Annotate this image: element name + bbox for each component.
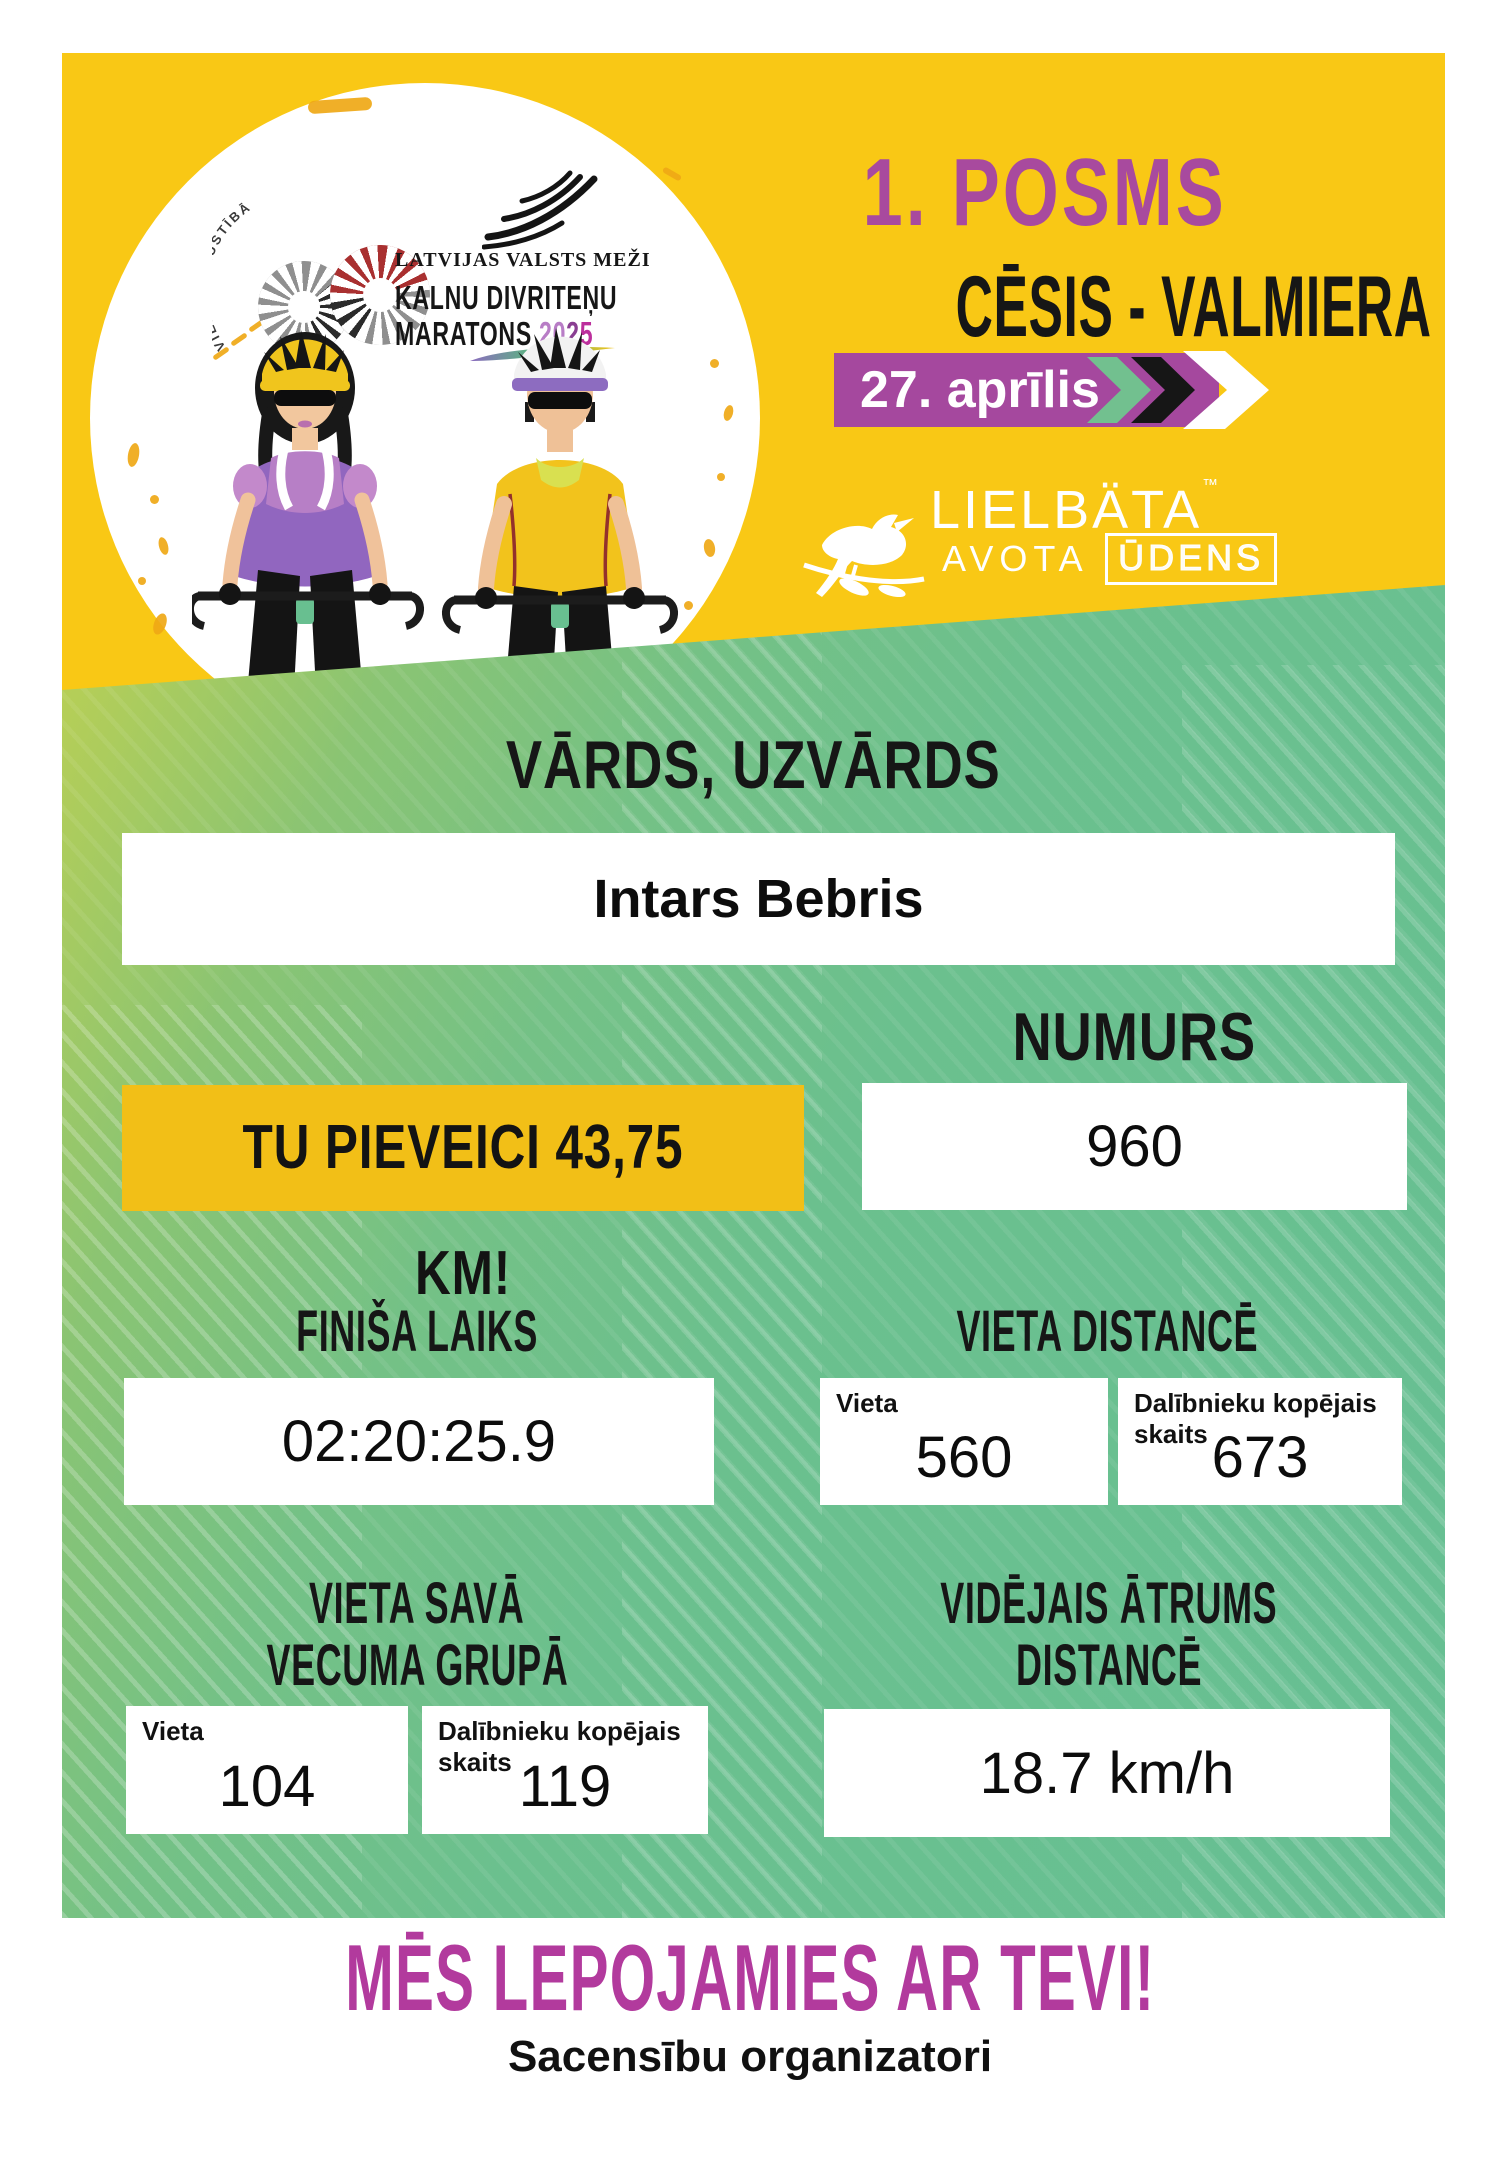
- sponsor-name: LIELBÄTA™: [930, 477, 1219, 540]
- certificate-card: VIENMĒR KUSTĪBĀ LATVIJAS VALSTS MEŽI KAL…: [62, 53, 1445, 1918]
- sponsor-word-udens: ŪDENS: [1105, 533, 1278, 585]
- orange-accent: [150, 495, 159, 504]
- chevron-arrows-icon: [1087, 351, 1269, 429]
- orange-accent: [661, 166, 683, 182]
- finish-time-box: 02:20:25.9: [124, 1378, 714, 1505]
- age-group-heading: VIETA SAVĀ VECUMA GRUPĀ: [266, 1571, 568, 1698]
- orange-accent: [717, 473, 725, 481]
- forest-swoosh-icon: [482, 170, 598, 250]
- place-label: Vieta: [142, 1716, 204, 1746]
- avg-speed-heading: VIDĒJAIS ĀTRUMS DISTANCĒ: [940, 1571, 1278, 1698]
- participants-in-distance: 673: [1211, 1425, 1309, 1490]
- avg-speed: 18.7 km/h: [979, 1740, 1235, 1806]
- route-title: CĒSIS - VALMIERA: [955, 259, 1432, 355]
- trademark-symbol: ™: [1202, 477, 1219, 494]
- number-box: 960: [862, 1083, 1407, 1210]
- name-heading: VĀRDS, UZVĀRDS: [506, 727, 1001, 803]
- place-label: Vieta: [836, 1388, 898, 1418]
- cyclist-female: [192, 330, 424, 728]
- participants-age-group-box: Dalībnieku kopējais skaits 119: [422, 1706, 708, 1834]
- logo-circle: [90, 83, 760, 753]
- participants-distance-box: Dalībnieku kopējais skaits 673: [1118, 1378, 1402, 1505]
- footer-subline: Sacensību organizatori: [507, 2032, 993, 2081]
- avg-speed-box: 18.7 km/h: [824, 1709, 1390, 1837]
- motto-arc-text: VIENMĒR KUSTĪBĀ: [212, 199, 252, 354]
- finish-time-heading: FINIŠA LAIKS: [296, 1299, 538, 1364]
- place-in-age-group: 104: [218, 1754, 316, 1819]
- sponsor-bird-icon: [803, 514, 925, 598]
- logo-org-name: LATVIJAS VALSTS MEŽI: [395, 249, 651, 271]
- pinwheel-icon: [330, 245, 430, 345]
- place-distance-heading: VIETA DISTANCĒ: [956, 1299, 1258, 1364]
- participants-label: Dalībnieku kopējais skaits: [438, 1716, 681, 1777]
- orange-accent: [684, 601, 693, 610]
- number-heading: NUMURS: [1012, 999, 1257, 1075]
- participants-in-age-group: 119: [518, 1754, 612, 1819]
- participant-name: Intars Bebris: [593, 869, 924, 929]
- bib-number: 960: [1086, 1114, 1183, 1179]
- orange-accent: [138, 577, 146, 585]
- stage-title: 1. POSMS: [862, 139, 1227, 246]
- hatch-pattern: [622, 615, 822, 1918]
- footer-headline: MĒS LEPOJAMIES AR TEVI!: [344, 1925, 1156, 2030]
- date-text: 27. aprīlis: [860, 361, 1100, 419]
- sponsor-tagline: AVOTA ŪDENS: [942, 533, 1278, 585]
- sponsor-word-avota: AVOTA: [942, 538, 1089, 579]
- name-box: Intars Bebris: [122, 833, 1395, 965]
- distance-banner: TU PIEVEICI 43,75 KM!: [122, 1085, 804, 1308]
- finish-time: 02:20:25.9: [281, 1409, 557, 1474]
- cyclists-illustration: [192, 328, 678, 728]
- logo-series-line1: KALNU DIVRITEŅU: [395, 279, 618, 316]
- place-distance-box: Vieta 560: [820, 1378, 1108, 1505]
- hatch-pattern: [62, 585, 1445, 1918]
- place-age-group-box: Vieta 104: [126, 1706, 408, 1834]
- participants-label: Dalībnieku kopējais skaits: [1134, 1388, 1377, 1449]
- place-in-distance: 560: [915, 1425, 1013, 1490]
- orange-accent: [710, 359, 719, 368]
